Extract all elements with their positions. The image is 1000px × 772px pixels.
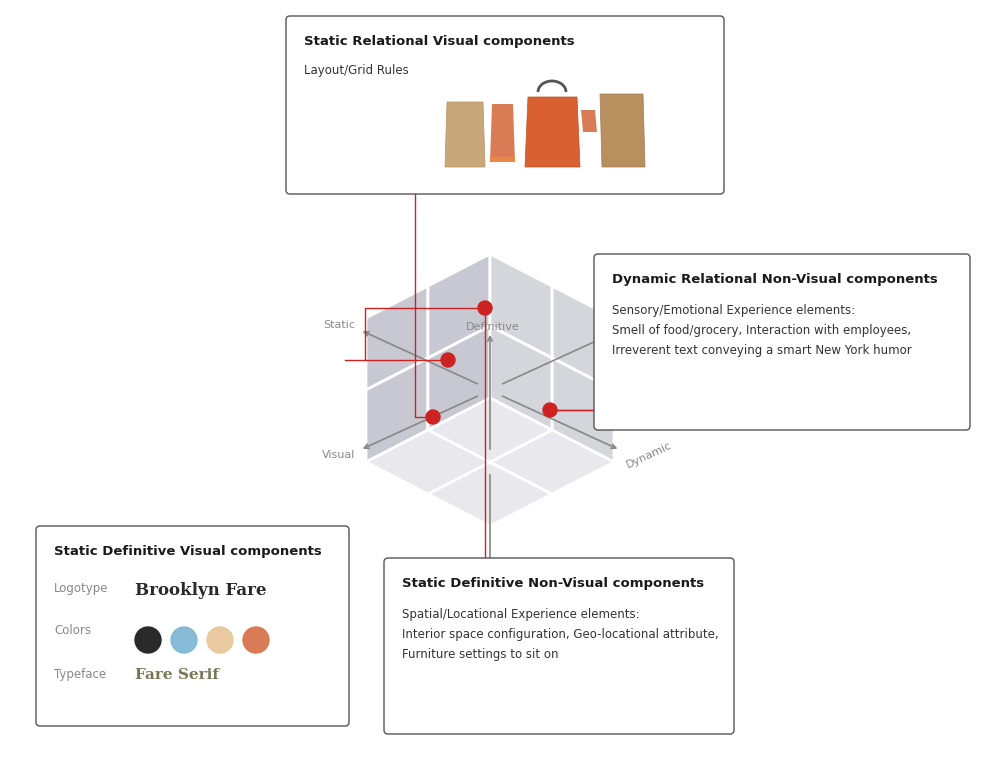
Text: Layout/Grid Rules: Layout/Grid Rules <box>304 64 409 77</box>
Text: Non-Visual: Non-Visual <box>625 308 683 342</box>
Polygon shape <box>490 326 552 430</box>
Text: Static: Static <box>323 320 355 330</box>
Polygon shape <box>428 326 490 430</box>
Text: Visual: Visual <box>322 450 355 460</box>
Text: Fare Serif: Fare Serif <box>135 668 219 682</box>
Polygon shape <box>428 390 552 454</box>
Text: Irreverent text conveying a smart New York humor: Irreverent text conveying a smart New Yo… <box>612 344 912 357</box>
Polygon shape <box>428 462 552 526</box>
Polygon shape <box>490 318 552 422</box>
Text: Dynamic Relational Non-Visual components: Dynamic Relational Non-Visual components <box>612 273 938 286</box>
Text: Smell of food/grocery, Interaction with employees,: Smell of food/grocery, Interaction with … <box>612 324 911 337</box>
FancyBboxPatch shape <box>286 16 724 194</box>
Circle shape <box>441 353 455 367</box>
Circle shape <box>171 627 197 653</box>
Polygon shape <box>445 102 485 167</box>
Polygon shape <box>366 430 490 494</box>
Text: Typeface: Typeface <box>54 668 106 681</box>
Polygon shape <box>366 286 428 390</box>
Polygon shape <box>490 104 515 162</box>
FancyBboxPatch shape <box>36 526 349 726</box>
Polygon shape <box>525 97 580 167</box>
Circle shape <box>243 627 269 653</box>
Text: Static Definitive Visual components: Static Definitive Visual components <box>54 545 322 558</box>
Circle shape <box>543 403 557 417</box>
FancyBboxPatch shape <box>594 254 970 430</box>
Circle shape <box>135 627 161 653</box>
Bar <box>490 157 515 162</box>
Polygon shape <box>490 254 552 358</box>
Circle shape <box>207 627 233 653</box>
Polygon shape <box>428 286 490 390</box>
Text: Static Relational Visual components: Static Relational Visual components <box>304 35 575 48</box>
Polygon shape <box>428 318 490 422</box>
Polygon shape <box>366 358 490 422</box>
Text: Spatial/Locational Experience elements:: Spatial/Locational Experience elements: <box>402 608 640 621</box>
Polygon shape <box>552 286 614 390</box>
Text: Static Definitive Non-Visual components: Static Definitive Non-Visual components <box>402 577 704 590</box>
Text: Dynamic: Dynamic <box>625 440 674 470</box>
Polygon shape <box>552 358 614 462</box>
Polygon shape <box>428 390 490 494</box>
Polygon shape <box>428 358 490 462</box>
Polygon shape <box>490 430 614 494</box>
Polygon shape <box>428 254 490 358</box>
Polygon shape <box>428 398 552 462</box>
Text: Logotype: Logotype <box>54 582 108 595</box>
Text: Brooklyn Fare: Brooklyn Fare <box>135 582 266 599</box>
Polygon shape <box>490 358 614 422</box>
Text: Definitive: Definitive <box>466 322 520 332</box>
Text: Sensory/Emotional Experience elements:: Sensory/Emotional Experience elements: <box>612 304 855 317</box>
Polygon shape <box>366 358 428 462</box>
Circle shape <box>426 410 440 424</box>
Polygon shape <box>490 390 552 494</box>
Polygon shape <box>490 286 552 390</box>
Polygon shape <box>490 358 552 462</box>
Polygon shape <box>600 94 645 167</box>
Text: Colors: Colors <box>54 624 91 637</box>
Polygon shape <box>581 110 597 132</box>
Polygon shape <box>428 326 552 390</box>
Text: Furniture settings to sit on: Furniture settings to sit on <box>402 648 558 661</box>
Text: Relational: Relational <box>465 590 521 600</box>
Circle shape <box>478 301 492 315</box>
FancyBboxPatch shape <box>384 558 734 734</box>
Text: Interior space configuration, Geo-locational attribute,: Interior space configuration, Geo-locati… <box>402 628 719 641</box>
